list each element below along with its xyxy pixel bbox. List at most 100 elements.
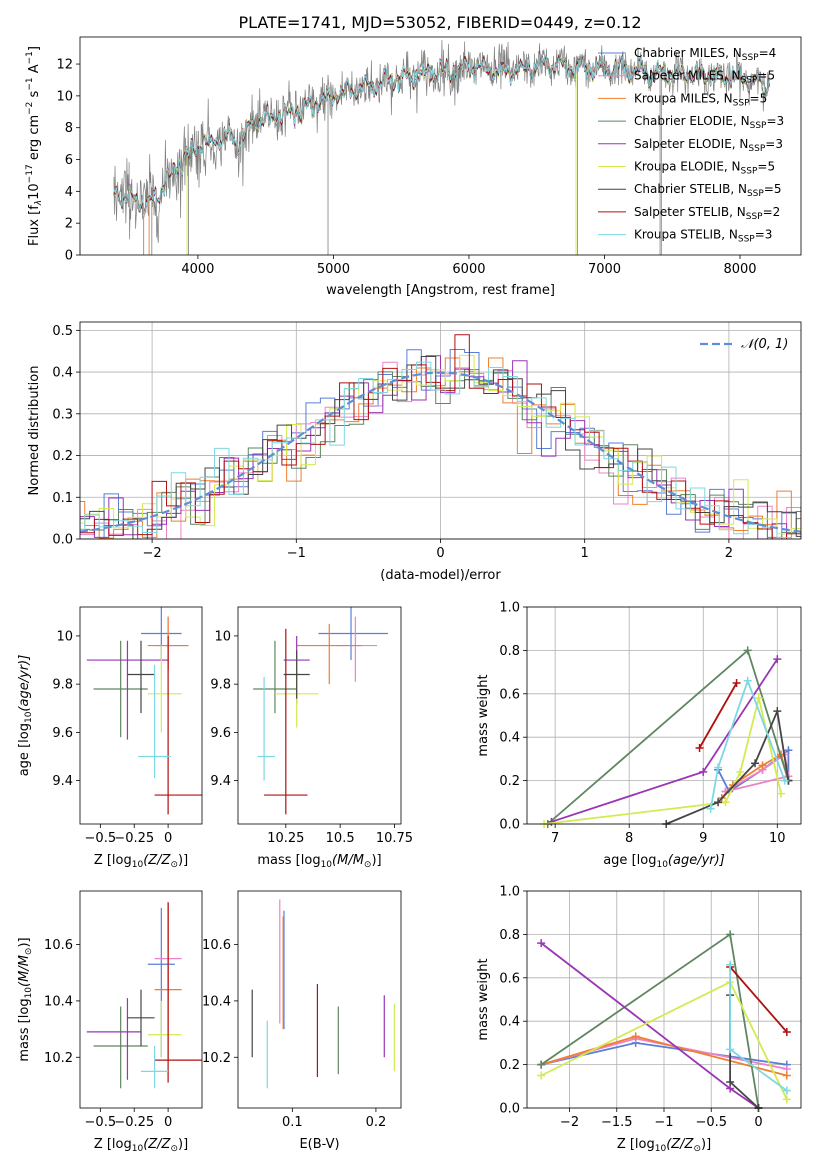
y-axis-label: Flux [fλ10−17 erg cm−2 s−1 A−1] bbox=[25, 46, 44, 246]
label-part: age [log bbox=[603, 853, 656, 868]
label-part: SSP bbox=[741, 76, 758, 86]
label-part: −17 bbox=[25, 164, 35, 183]
y-tick-label: 12 bbox=[56, 58, 73, 73]
x-tick-label: 0.2 bbox=[366, 1115, 387, 1130]
normal-curve bbox=[80, 371, 801, 533]
x-tick-label: 9 bbox=[699, 831, 707, 846]
y-tick-label: 0 bbox=[65, 249, 73, 264]
legend-label: Salpeter MILES, NSSP=5 bbox=[634, 69, 775, 86]
label-part: (M/M bbox=[17, 955, 32, 987]
weight-marker-kroupa_stelib bbox=[780, 776, 789, 785]
axes-frame bbox=[79, 36, 802, 256]
weight-marker-chabrier_stelib bbox=[714, 798, 723, 807]
x-axis-label: Z [log10(Z/Z⊙)] bbox=[617, 1137, 711, 1154]
y-tick-label: 8 bbox=[65, 121, 73, 136]
label-part: (Z/Z bbox=[143, 1137, 171, 1152]
legend-label: Chabrier STELIB, NSSP=5 bbox=[634, 182, 782, 199]
axes-frame bbox=[526, 890, 802, 1109]
x-tick-label: 0.1 bbox=[282, 1115, 303, 1130]
spectrum-panel: 4000 5000 6000 7000 8000 0 2 4 6 8 10 12 Chabrier MI… bbox=[25, 36, 802, 298]
x-tick-label: −1 bbox=[287, 546, 306, 561]
y-tick-label: 10.4 bbox=[202, 994, 231, 1009]
weight-marker-kroupa_elodie bbox=[537, 1071, 546, 1080]
axes-frame bbox=[79, 890, 203, 1109]
weight-line-salpeter_elodie bbox=[540, 942, 760, 1109]
label-part: λ bbox=[34, 200, 44, 206]
weight-marker-chabrier_stelib bbox=[773, 707, 782, 716]
axes-frame bbox=[79, 606, 203, 825]
label-part: ⊙ bbox=[24, 948, 34, 956]
label-part: Chabrier MILES, N bbox=[634, 46, 742, 60]
label-part: ⊙ bbox=[693, 1144, 701, 1154]
weight-lines bbox=[537, 930, 791, 1112]
label-part: =3 bbox=[766, 114, 784, 128]
label-part: Chabrier ELODIE, N bbox=[634, 114, 750, 128]
y-tick-label: 9.8 bbox=[210, 678, 231, 693]
y-tick-label: 10.6 bbox=[44, 938, 73, 953]
label-part: ⊙ bbox=[170, 1144, 178, 1154]
label-part: Z [log bbox=[94, 853, 132, 868]
y-tick-label: 10.6 bbox=[202, 938, 231, 953]
y-tick-label: 10 bbox=[56, 629, 73, 644]
weight-marker-kroupa_elodie bbox=[736, 767, 745, 776]
label-part: =5 bbox=[757, 160, 775, 174]
label-part: SSP bbox=[746, 212, 763, 222]
legend-label: 𝒩(0, 1) bbox=[741, 337, 788, 352]
label-part: SSP bbox=[747, 189, 764, 199]
label-part: Salpeter MILES, N bbox=[634, 69, 741, 83]
weight-marker-salpeter_stelib bbox=[782, 1028, 791, 1037]
label-part: )] bbox=[178, 853, 188, 868]
label-part: mass [log bbox=[17, 998, 32, 1061]
y-tick-label: 9.4 bbox=[52, 774, 73, 789]
label-part: Z [log bbox=[617, 1137, 655, 1152]
x-tick-label: −2 bbox=[560, 1115, 579, 1130]
y-tick-label: 0.0 bbox=[499, 818, 520, 833]
error-bars bbox=[86, 607, 202, 815]
x-tick-label: 7 bbox=[551, 831, 559, 846]
label-part: (M/M bbox=[332, 853, 364, 868]
weight-marker-chabrier_miles bbox=[784, 746, 793, 755]
legend-label: Kroupa ELODIE, NSSP=5 bbox=[634, 160, 775, 177]
spectrum-lines bbox=[113, 39, 771, 255]
weight-marker-kroupa_miles bbox=[631, 1032, 640, 1041]
weight-marker-kroupa_elodie bbox=[754, 694, 763, 703]
x-tick-label: 0 bbox=[164, 1115, 172, 1130]
label-part: age [log bbox=[17, 723, 32, 776]
label-part: SSP bbox=[750, 121, 767, 131]
label-part: =5 bbox=[757, 69, 775, 83]
y-tick-label: 9.6 bbox=[210, 726, 231, 741]
label-part: 10 bbox=[655, 1144, 667, 1154]
label-part: SSP bbox=[748, 144, 765, 154]
label-part: SSP bbox=[733, 98, 750, 108]
y-tick-label: 0.2 bbox=[499, 1058, 520, 1073]
x-axis-label: (data-model)/error bbox=[380, 568, 501, 583]
label-part: −1 bbox=[25, 51, 35, 64]
y-tick-label: 1.0 bbox=[499, 885, 520, 900]
x-tick-label: 1 bbox=[581, 546, 589, 561]
x-tick-label: −0.25 bbox=[114, 831, 154, 846]
label-part: SSP bbox=[741, 167, 758, 177]
label-part: )] bbox=[178, 1137, 188, 1152]
weight-marker-kroupa_miles bbox=[758, 761, 767, 770]
weight-line-salpeter_stelib bbox=[729, 966, 788, 1033]
x-tick-label: 2 bbox=[725, 546, 733, 561]
weight-marker-salpeter_elodie bbox=[547, 817, 556, 826]
y-tick-label: 10 bbox=[56, 89, 73, 104]
y-tick-label: 1.0 bbox=[499, 601, 520, 616]
weight-marker-kroupa_miles bbox=[782, 1071, 791, 1080]
label-part: ⊙ bbox=[364, 860, 372, 870]
y-tick-label: 10.2 bbox=[44, 1051, 73, 1066]
y-tick-label: 10 bbox=[214, 629, 231, 644]
weight-line-salpeter_stelib bbox=[698, 682, 738, 749]
label-part: 10 bbox=[24, 987, 34, 999]
axes-frame bbox=[237, 890, 402, 1109]
legend-label: Salpeter ELODIE, NSSP=3 bbox=[634, 137, 783, 154]
x-tick-label: 6000 bbox=[452, 262, 485, 277]
x-tick-label: 10.75 bbox=[376, 831, 413, 846]
label-part: s bbox=[27, 90, 42, 101]
legend-label: Chabrier ELODIE, NSSP=3 bbox=[634, 114, 784, 131]
y-tick-label: 0.5 bbox=[52, 324, 73, 339]
label-part: 10 bbox=[132, 1144, 144, 1154]
y-tick-label: 2 bbox=[65, 217, 73, 232]
